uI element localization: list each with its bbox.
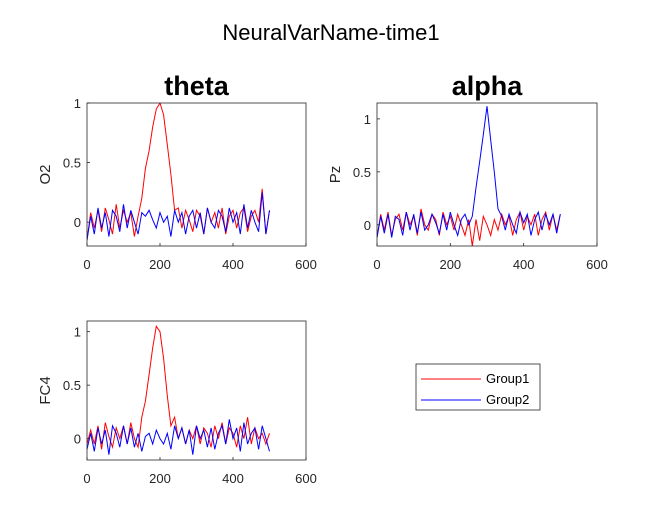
alpha-plot-area (377, 103, 597, 246)
theta-ytick-label: 0.5 (63, 156, 81, 171)
theta-plot-area (87, 103, 306, 246)
legend-label-group1: Group1 (486, 371, 529, 386)
alpha-ytick-label: 1 (364, 112, 371, 127)
theta-xtick-label: 400 (222, 257, 244, 272)
alpha-xtick-label: 0 (373, 257, 380, 272)
alpha-xtick-label: 400 (513, 257, 535, 272)
theta-xtick-label: 600 (295, 257, 317, 272)
theta-ytick-label: 0 (74, 215, 81, 230)
theta-xtick-label: 200 (149, 257, 171, 272)
theta-subplot: 0 200 400 600 0 0.5 1 O2 theta (37, 71, 317, 272)
alpha-subplot: 0 200 400 600 0 0.5 1 Pz alpha (327, 71, 608, 272)
legend: Group1 Group2 (415, 363, 541, 411)
alpha-ytick-label: 0.5 (353, 165, 371, 180)
fc4-xtick-label: 400 (222, 471, 244, 486)
alpha-title: alpha (452, 71, 524, 101)
theta-ytick-label: 1 (74, 96, 81, 111)
fc4-ytick-label: 0 (74, 432, 81, 447)
fc4-subplot: 0 200 400 600 0 0.5 1 FC4 (37, 320, 317, 486)
figure-title: NeuralVarName-time1 (222, 20, 439, 45)
fc4-plot-area (87, 321, 306, 460)
theta-xtick-label: 0 (83, 257, 90, 272)
fc4-axes-box (86, 320, 307, 461)
fc4-ytick-label: 0.5 (63, 378, 81, 393)
theta-series-group2 (87, 192, 270, 241)
alpha-xtick-label: 200 (439, 257, 461, 272)
fc4-ytick-label: 1 (74, 325, 81, 340)
theta-ylabel: O2 (37, 164, 54, 184)
fc4-xtick-label: 600 (295, 471, 317, 486)
fc4-xtick-label: 200 (149, 471, 171, 486)
legend-label-group2: Group2 (486, 392, 529, 407)
fc4-ylabel: FC4 (37, 376, 54, 404)
legend-box (415, 363, 541, 411)
alpha-xtick-label: 600 (586, 257, 608, 272)
alpha-series-group2 (377, 106, 561, 238)
alpha-ytick-label: 0 (364, 218, 371, 233)
alpha-axes-box (376, 102, 598, 247)
theta-axes-box (86, 102, 307, 247)
alpha-ylabel: Pz (327, 166, 344, 184)
theta-series-group1 (87, 103, 270, 241)
fc4-series-group2 (87, 419, 270, 455)
theta-title: theta (164, 71, 229, 101)
fc4-xtick-label: 0 (83, 471, 90, 486)
